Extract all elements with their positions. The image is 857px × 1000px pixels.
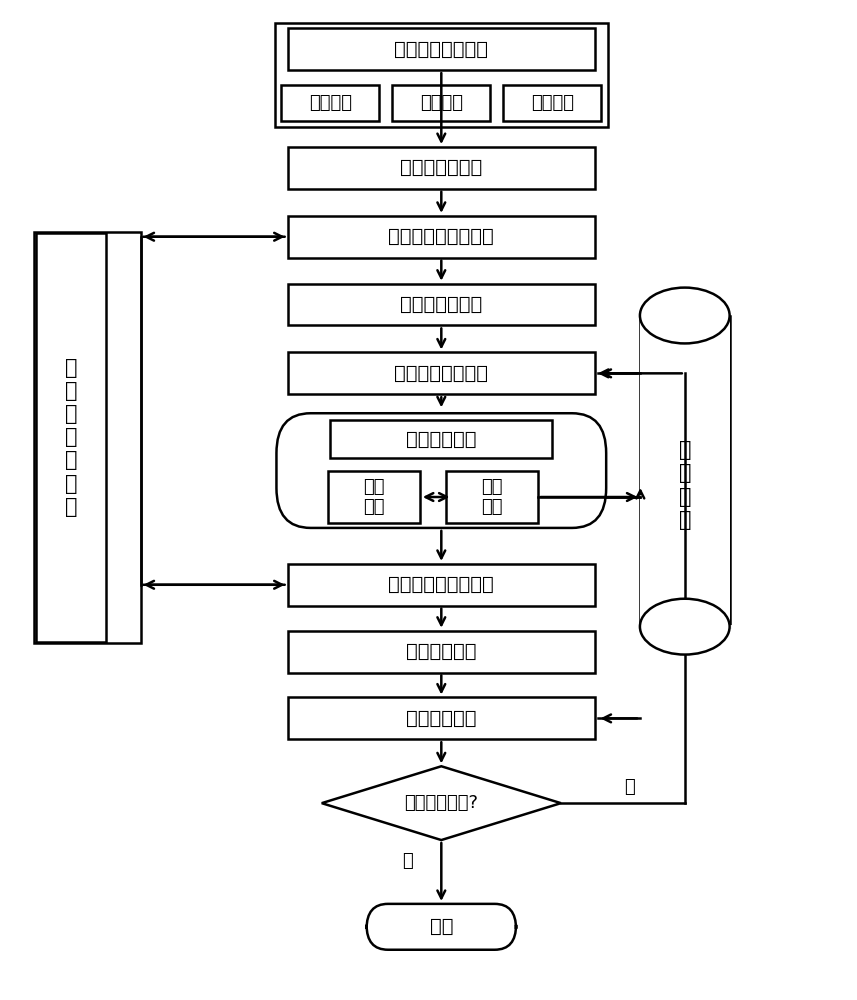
Text: 获得新样本点响应值: 获得新样本点响应值 (388, 575, 494, 594)
Ellipse shape (640, 599, 729, 655)
Text: 面向
局部: 面向 局部 (481, 478, 502, 516)
FancyBboxPatch shape (288, 284, 595, 325)
Text: 是: 是 (402, 852, 412, 870)
FancyBboxPatch shape (277, 413, 606, 528)
Text: 满足终止准则?: 满足终止准则? (405, 794, 478, 812)
FancyBboxPatch shape (288, 28, 595, 70)
Text: 建立初始代理模型: 建立初始代理模型 (394, 364, 488, 383)
Text: 设计空间: 设计空间 (530, 94, 574, 112)
Text: 目标函数: 目标函数 (420, 94, 463, 112)
Text: 新样本点搜索: 新样本点搜索 (406, 430, 476, 449)
FancyBboxPatch shape (327, 471, 420, 523)
Ellipse shape (640, 288, 729, 343)
FancyBboxPatch shape (330, 420, 553, 458)
Text: 面向
全局: 面向 全局 (363, 478, 385, 516)
FancyBboxPatch shape (288, 216, 595, 258)
Text: 高
精
度
分
析
模
型: 高 精 度 分 析 模 型 (65, 358, 78, 517)
FancyBboxPatch shape (288, 147, 595, 189)
FancyBboxPatch shape (640, 316, 729, 627)
FancyBboxPatch shape (33, 232, 141, 643)
FancyBboxPatch shape (288, 352, 595, 394)
FancyBboxPatch shape (288, 631, 595, 673)
Text: 获得样本点处响应值: 获得样本点处响应值 (388, 227, 494, 246)
FancyBboxPatch shape (36, 233, 106, 642)
FancyBboxPatch shape (367, 904, 516, 950)
Text: 否: 否 (624, 778, 635, 796)
FancyBboxPatch shape (288, 697, 595, 739)
Text: 样
本
点
库: 样 本 点 库 (679, 440, 691, 530)
FancyBboxPatch shape (275, 23, 608, 127)
FancyBboxPatch shape (281, 85, 380, 121)
Text: 拉丁超立方采样: 拉丁超立方采样 (400, 158, 482, 177)
Text: 更新加点模式: 更新加点模式 (406, 642, 476, 661)
Text: 初始化加点模式: 初始化加点模式 (400, 295, 482, 314)
FancyBboxPatch shape (503, 85, 602, 121)
FancyBboxPatch shape (446, 471, 538, 523)
Text: 设计变量: 设计变量 (309, 94, 351, 112)
Text: 构建优化设计问题: 构建优化设计问题 (394, 40, 488, 59)
Text: 结束: 结束 (429, 917, 453, 936)
Text: 更新代理模型: 更新代理模型 (406, 709, 476, 728)
FancyBboxPatch shape (288, 564, 595, 606)
Polygon shape (321, 766, 560, 840)
FancyBboxPatch shape (393, 85, 490, 121)
